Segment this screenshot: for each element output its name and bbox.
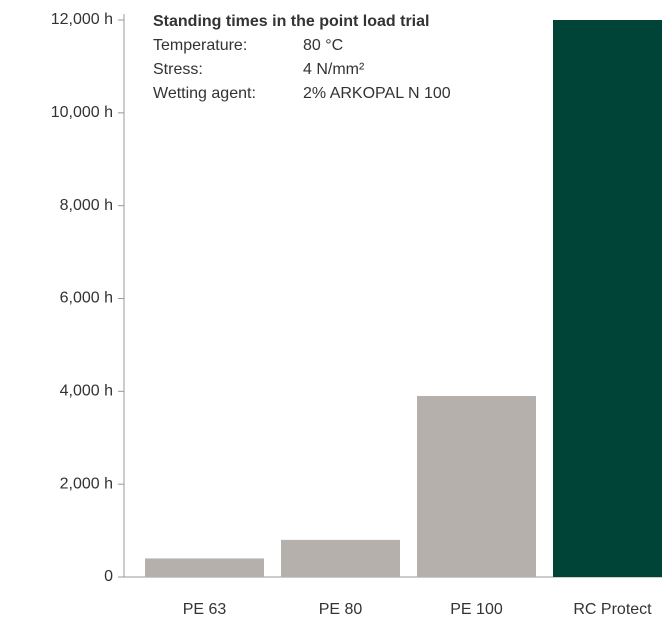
x-tick-label: PE 80 <box>319 601 363 618</box>
y-tick-label: 2,000 h <box>60 475 113 492</box>
annotation-value: 4 N/mm² <box>303 61 365 78</box>
y-tick-label: 0 <box>104 568 113 585</box>
x-tick-label: RC Protect <box>573 601 652 618</box>
y-tick-label: 6,000 h <box>60 290 113 307</box>
y-tick-label: 4,000 h <box>60 383 113 400</box>
annotation-value: 2% ARKOPAL N 100 <box>303 85 451 102</box>
bar <box>145 558 264 577</box>
x-tick-label: PE 100 <box>450 601 503 618</box>
annotation-label: Stress: <box>153 61 203 78</box>
bar <box>281 539 400 577</box>
bar <box>417 395 536 577</box>
y-tick-label: 10,000 h <box>51 104 113 121</box>
y-tick-label: 8,000 h <box>60 197 113 214</box>
annotation-title: Standing times in the point load trial <box>153 13 429 30</box>
y-tick-label: 12,000 h <box>51 11 113 28</box>
annotation-value: 80 °C <box>303 37 343 54</box>
x-tick-label: PE 63 <box>183 601 227 618</box>
annotation-label: Temperature: <box>153 37 247 54</box>
annotation-label: Wetting agent: <box>153 85 256 102</box>
bar <box>553 20 662 577</box>
